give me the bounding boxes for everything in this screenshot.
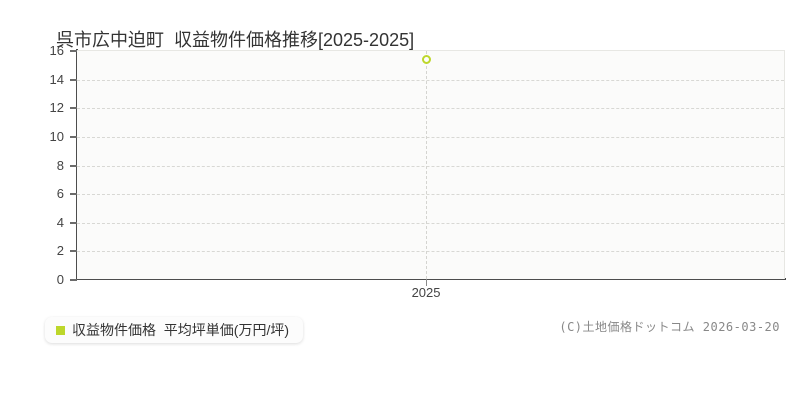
y-axis-tick bbox=[70, 135, 77, 138]
gridline-horizontal bbox=[77, 194, 784, 196]
y-axis-label: 4 bbox=[56, 214, 64, 230]
y-axis-label: 0 bbox=[56, 272, 64, 287]
plot-area bbox=[77, 50, 785, 279]
gridline-horizontal bbox=[77, 136, 784, 138]
x-axis-label: 2025 bbox=[411, 285, 441, 300]
gridline-horizontal bbox=[77, 165, 784, 167]
gridline-horizontal bbox=[77, 79, 784, 81]
series-color-swatch-icon bbox=[56, 325, 65, 335]
legend-item-label: 収益物件価格 平均坪単価(万円/坪) bbox=[72, 322, 289, 338]
y-axis-tick bbox=[70, 193, 77, 196]
gridline-horizontal bbox=[77, 108, 784, 110]
data-point[interactable] bbox=[421, 55, 431, 65]
copyright-credit: (C)土地価格ドットコム 2026-03-20 bbox=[559, 320, 780, 334]
y-axis-tick bbox=[70, 279, 77, 281]
gridline-horizontal bbox=[77, 251, 784, 253]
y-axis-label: 14 bbox=[49, 71, 64, 87]
y-axis-label: 8 bbox=[56, 157, 64, 173]
x-axis-tick bbox=[426, 279, 428, 286]
page-title: 呉市広中迫町 収益物件価格推移[2025-2025] bbox=[46, 7, 414, 51]
y-axis-tick bbox=[70, 164, 77, 167]
y-axis-label: 10 bbox=[49, 128, 64, 144]
y-axis-label: 6 bbox=[56, 186, 64, 202]
y-axis-tick bbox=[70, 50, 77, 52]
page-title-text: 呉市広中迫町 収益物件価格推移[2025-2025] bbox=[56, 30, 415, 50]
gridline-vertical bbox=[426, 51, 428, 279]
y-axis-tick bbox=[70, 78, 77, 81]
y-axis-label: 2 bbox=[56, 243, 64, 259]
y-axis-label: 12 bbox=[49, 100, 64, 116]
x-axis-line bbox=[76, 278, 786, 280]
y-axis-tick bbox=[70, 221, 77, 224]
y-axis-tick bbox=[70, 107, 77, 110]
chart-legend[interactable]: 収益物件価格 平均坪単価(万円/坪) bbox=[45, 317, 303, 343]
y-axis-label: 16 bbox=[49, 43, 64, 58]
gridline-horizontal bbox=[77, 222, 784, 224]
y-axis-tick bbox=[70, 250, 77, 253]
